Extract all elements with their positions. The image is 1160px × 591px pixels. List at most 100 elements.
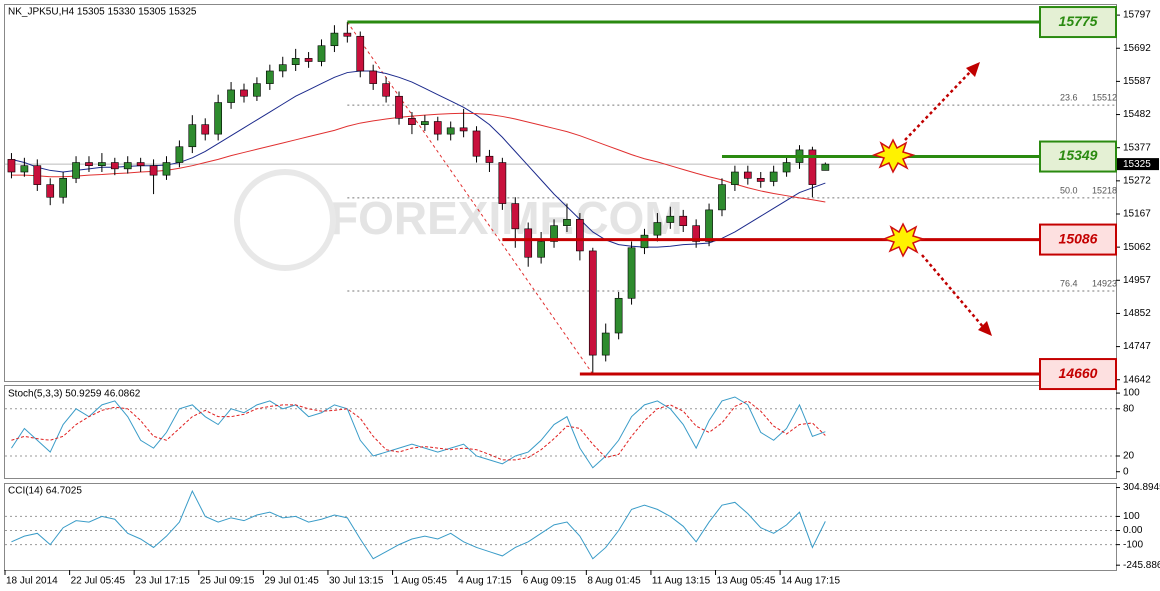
x-tick-label: 8 Aug 01:45 <box>587 576 641 587</box>
candle-body <box>421 121 429 125</box>
y-tick-label: 15062 <box>1123 242 1151 253</box>
candle-body <box>291 58 300 65</box>
y-tick-label: 15797 <box>1123 10 1151 21</box>
x-tick-label: 18 Jul 2014 <box>6 576 58 587</box>
y-tick-label: 100 <box>1123 511 1140 522</box>
y-tick-label: 14642 <box>1123 374 1151 385</box>
x-tick-label: 11 Aug 13:15 <box>652 576 711 587</box>
candle-body <box>395 95 403 119</box>
candle-body <box>731 171 739 185</box>
candle-body <box>330 32 339 47</box>
stoch-title: Stoch(5,3,3) 50.9259 46.0862 <box>8 389 141 400</box>
level-label: 15775 <box>1059 13 1098 29</box>
candle-body <box>162 162 171 176</box>
indicator-line <box>11 396 826 469</box>
moving-average <box>11 70 826 248</box>
candle-body <box>136 162 145 166</box>
current-price-label: 15325 <box>1123 159 1151 170</box>
x-tick-label: 13 Aug 05:45 <box>717 576 776 587</box>
candle-body <box>576 219 584 252</box>
level-box <box>1039 140 1117 173</box>
candle-body <box>20 165 29 173</box>
candle-body <box>304 58 313 62</box>
candle-body <box>227 89 235 103</box>
y-tick-label: 15482 <box>1123 109 1151 120</box>
x-tick-label: 6 Aug 09:15 <box>523 576 577 587</box>
level-label: 14660 <box>1059 365 1098 381</box>
x-tick-label: 30 Jul 13:15 <box>329 576 384 587</box>
x-tick-label: 25 Jul 09:15 <box>200 576 255 587</box>
candle-body <box>563 219 571 226</box>
fib-level-value: 14923 <box>1092 278 1117 288</box>
candle-body <box>769 171 778 182</box>
candle-body <box>278 64 287 72</box>
candle-body <box>743 171 752 179</box>
y-tick-label: 0 <box>1123 466 1129 477</box>
watermark-logo <box>234 169 336 271</box>
candle-body <box>511 203 520 230</box>
y-tick-label: -245.8867 <box>1123 560 1160 571</box>
candle-body <box>718 184 726 211</box>
cci-panel-frame <box>4 483 1117 571</box>
candle-body <box>265 70 274 84</box>
candle-body <box>472 130 481 157</box>
fib-level-value: 15512 <box>1092 92 1117 102</box>
candle-body <box>627 247 636 299</box>
candle-body <box>692 225 700 242</box>
watermark: FOREXIMF.COM <box>330 192 683 244</box>
candle-body <box>149 165 158 176</box>
x-tick-label: 23 Jul 17:15 <box>135 576 190 587</box>
candle-body <box>240 89 248 97</box>
moving-average <box>11 112 826 203</box>
y-tick-label: 15692 <box>1123 43 1151 54</box>
candle-body <box>756 178 765 182</box>
panel-frames <box>4 4 1117 571</box>
y-tick-label: 304.8945 <box>1123 482 1160 493</box>
x-tick-label: 1 Aug 05:45 <box>394 576 448 587</box>
candle-body <box>59 178 67 198</box>
stoch-panel-frame <box>4 385 1117 479</box>
candle-body <box>175 146 184 163</box>
candle-body <box>550 225 558 242</box>
y-tick-label: 20 <box>1123 451 1135 462</box>
fib-level-label: 23.6 <box>1060 92 1078 102</box>
y-tick-label: 14852 <box>1123 308 1151 319</box>
y-tick-label: -100 <box>1123 539 1143 550</box>
up-arrow-line <box>904 69 973 141</box>
fib-level-label: 76.4 <box>1060 278 1078 288</box>
candle-body <box>601 332 610 356</box>
candle-body <box>640 234 649 249</box>
current-price-box <box>1117 158 1159 171</box>
x-tick-label: 4 Aug 17:15 <box>458 576 512 587</box>
candle-body <box>33 165 42 185</box>
candle-body <box>188 124 197 148</box>
y-tick-label: 15167 <box>1123 209 1151 220</box>
candle-body <box>808 149 817 185</box>
candle-body <box>317 45 326 62</box>
cci-title: CCI(14) 64.7025 <box>8 486 82 497</box>
fib-level-label: 50.0 <box>1060 185 1078 195</box>
candle-body <box>446 127 455 135</box>
candle-body <box>537 241 545 258</box>
candle-body <box>369 70 378 84</box>
candle-body <box>485 155 494 163</box>
candle-body <box>408 118 416 125</box>
down-arrow-head <box>978 321 992 336</box>
level-box <box>1039 223 1117 256</box>
y-tick-label: 14747 <box>1123 341 1151 352</box>
down-arrow-line <box>921 254 985 329</box>
candle-body <box>123 162 132 170</box>
candle-body <box>679 215 688 226</box>
candle-body <box>498 162 507 204</box>
candle-body <box>459 127 468 132</box>
chart-title: NK_JPK5U,H4 15305 15330 15305 15325 <box>8 7 197 18</box>
candle-body <box>343 32 352 37</box>
y-tick-label: 80 <box>1123 403 1135 414</box>
candle-body <box>782 162 791 173</box>
y-tick-label: 14957 <box>1123 275 1151 286</box>
candle-body <box>821 163 830 171</box>
indicator-line <box>11 489 826 560</box>
